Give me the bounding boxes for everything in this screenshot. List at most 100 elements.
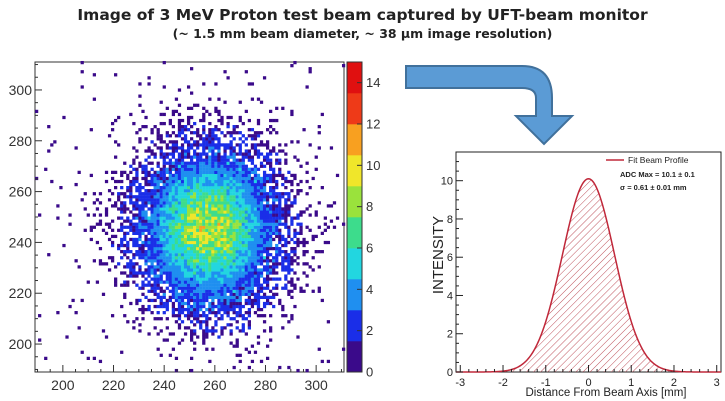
heatmap-cell (177, 307, 182, 312)
heatmap-cell (202, 222, 206, 226)
heatmap-cell (165, 131, 169, 135)
heatmap-cell (165, 240, 169, 245)
heatmap-cell (269, 240, 273, 245)
heatmap-cell (177, 207, 182, 211)
heatmap-cell (168, 222, 172, 226)
heatmap-cell (302, 240, 306, 245)
heatmap-cell (153, 219, 157, 223)
heatmap-cell (262, 186, 267, 190)
heatmap-cell (281, 182, 285, 187)
heatmap-cell (223, 170, 227, 174)
heatmap-cell (238, 189, 242, 193)
heatmap-cell (165, 307, 169, 312)
heatmap-cell (220, 143, 224, 147)
heatmap-cell (202, 131, 206, 135)
heatmap-cell (159, 262, 163, 266)
heatmap-cell (159, 121, 163, 126)
heatmap-cell (272, 186, 276, 190)
heatmap-cell (220, 170, 224, 174)
heatmap-cell (205, 286, 209, 290)
heatmap-cell (174, 320, 179, 324)
heatmap-cell (89, 173, 93, 178)
heatmap-cell (162, 189, 166, 193)
heatmap-cell (314, 234, 318, 239)
heatmap-cell (126, 265, 130, 269)
heatmap-cell (153, 292, 157, 296)
heatmap-cell (238, 167, 242, 171)
heatmap-cell (193, 304, 197, 309)
heatmap-cell (299, 240, 303, 245)
heatmap-cell (196, 103, 200, 107)
heatmap-cell (129, 170, 133, 174)
heatmap-cell (287, 240, 291, 245)
heatmap-cell (256, 228, 261, 232)
heatmap-cell (265, 231, 270, 235)
heatmap-cell (265, 207, 270, 211)
heatmap-cell (238, 234, 242, 239)
heatmap-cell (302, 289, 306, 293)
heatmap-cell (238, 250, 242, 254)
heatmap-cell (141, 170, 145, 174)
heatmap-cell (186, 222, 191, 226)
heatmap-cell (241, 179, 245, 184)
heatmap-cell (232, 164, 236, 168)
heatmap-cell (180, 320, 185, 324)
heatmap-cell (223, 228, 227, 232)
heatmap-cell (165, 207, 169, 211)
heatmap-cell (265, 128, 270, 132)
heatmap-cell (47, 125, 51, 129)
heatmap-cell (287, 365, 291, 370)
heatmap-cell (281, 173, 285, 178)
heatmap-cell (135, 243, 139, 248)
heatmap-cell (47, 253, 51, 257)
heatmap-cell (253, 152, 258, 156)
heatmap-cell (217, 292, 221, 296)
colorbar-segment (347, 186, 362, 218)
heatmap-cell (159, 146, 163, 150)
heatmap-cell (202, 311, 206, 315)
heatmap-cell (147, 246, 151, 251)
heatmap-cell (223, 167, 227, 171)
heatmap-cell (141, 292, 145, 296)
heatmap-cell (153, 240, 157, 245)
heatmap-cell (235, 256, 239, 260)
heatmap-cell (147, 207, 151, 211)
heatmap-cell (205, 189, 209, 193)
heatmap-cell (211, 262, 215, 266)
heatmap-cell (247, 149, 251, 153)
heatmap-cell (211, 259, 215, 263)
heatmap-cell (314, 213, 318, 217)
heatmap-cell (208, 280, 212, 284)
heatmap-cell (199, 246, 203, 251)
heatmap-cell (183, 140, 188, 144)
heatmap-cell (229, 204, 233, 208)
heatmap-cell (165, 155, 169, 159)
heatmap-cell (186, 219, 191, 223)
heatmap-cell (281, 192, 285, 196)
heatmap-cell (190, 189, 194, 193)
heatmap-cell (150, 207, 154, 211)
heatmap-cell (235, 240, 239, 245)
heatmap-cell (174, 231, 179, 235)
heatmap-cell (205, 250, 209, 254)
colorbar-tick-label: 12 (366, 117, 380, 132)
heatmap-cell (159, 289, 163, 293)
heatmap-cell (138, 307, 142, 312)
heatmap-cell (168, 268, 172, 272)
heatmap-cell (193, 289, 197, 293)
heatmap-cell (208, 128, 212, 132)
heatmap-cell (314, 210, 318, 214)
heatmap-cell (208, 317, 212, 321)
heatmap-cell (196, 170, 200, 174)
heatmap-cell (256, 216, 261, 220)
heatmap-cell (235, 253, 239, 257)
profile-x-axis-label: Distance From Beam Axis [mm] (525, 387, 686, 399)
heatmap-cell (171, 246, 176, 251)
heatmap-cell (232, 243, 236, 248)
heatmap-cell (193, 103, 197, 107)
heatmap-cell (123, 192, 127, 196)
heatmap-cell (211, 304, 215, 309)
heatmap-cell (244, 259, 248, 263)
heatmap-cell (162, 228, 166, 232)
heatmap-cell (156, 265, 160, 269)
